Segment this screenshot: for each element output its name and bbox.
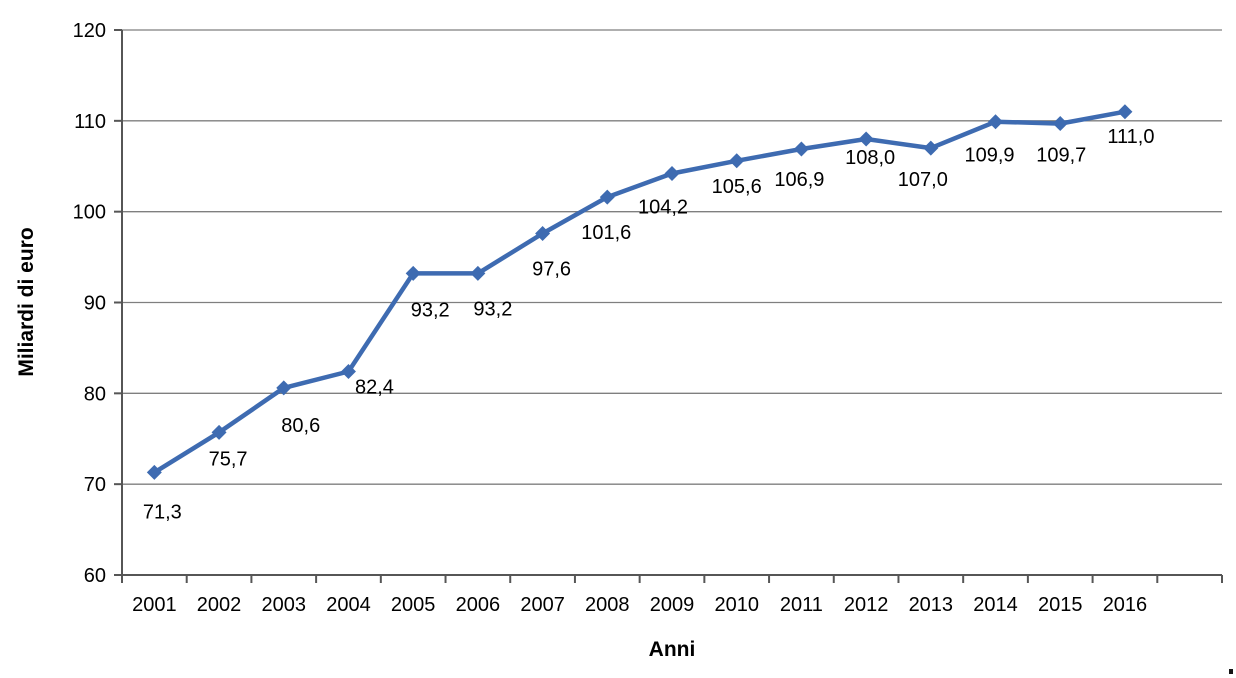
data-series: [146, 104, 1133, 480]
data-label-2009: 104,2: [638, 197, 688, 219]
tick-labels: 60 70 80 90 100 110 120 2001 2002 2003 2004 2005 200…: [73, 20, 1148, 616]
y-tick-label-80: 80: [84, 383, 106, 405]
x-tick-label-2006: 2006: [456, 594, 501, 616]
stray-dot: [1229, 669, 1233, 674]
y-axis-title: Miliardi di euro: [15, 227, 38, 376]
data-label-2012: 108,0: [845, 147, 895, 169]
data-point-marker-2010: [729, 153, 745, 169]
y-tick-label-70: 70: [84, 474, 106, 496]
data-label-2014: 109,9: [964, 145, 1014, 167]
x-tick-label-2009: 2009: [650, 594, 695, 616]
data-point-marker-2003: [276, 380, 292, 396]
data-label-2003: 80,6: [281, 415, 320, 437]
x-tick-label-2012: 2012: [844, 594, 889, 616]
data-label-2013: 107,0: [898, 169, 948, 191]
axes: [114, 29, 1223, 583]
x-tick-label-2013: 2013: [909, 594, 954, 616]
data-point-marker-2013: [923, 140, 939, 156]
data-point-marker-2008: [599, 189, 615, 205]
gridlines: [122, 29, 1222, 485]
y-tick-label-110: 110: [74, 111, 106, 133]
data-label-2016: 111,0: [1107, 126, 1154, 148]
x-tick-label-2002: 2002: [197, 594, 242, 616]
x-tick-label-2001: 2001: [132, 594, 177, 616]
x-tick-label-2010: 2010: [714, 594, 759, 616]
series-line: [152, 109, 1128, 475]
data-point-marker-2007: [535, 225, 551, 241]
x-tick-label-2005: 2005: [391, 594, 436, 616]
x-tick-label-2008: 2008: [585, 594, 630, 616]
data-label-2015: 109,7: [1036, 145, 1086, 167]
x-tick-label-2015: 2015: [1038, 594, 1083, 616]
data-point-marker-2006: [470, 265, 486, 281]
x-axis-title: Anni: [649, 638, 696, 661]
x-tick-label-2011: 2011: [780, 594, 823, 616]
data-point-marker-2001: [146, 464, 162, 480]
x-tick-label-2004: 2004: [326, 594, 371, 616]
x-tick-label-2007: 2007: [520, 594, 565, 616]
y-tick-label-90: 90: [84, 293, 106, 315]
data-label-2011: 106,9: [774, 169, 824, 191]
data-labels: 71,3 75,7 80,6 82,4 93,2 93,2 97,6 101,6 104,2 10…: [143, 126, 1155, 524]
data-point-marker-2012: [858, 131, 874, 147]
data-point-marker-2014: [988, 114, 1004, 130]
data-label-2005: 93,2: [411, 299, 450, 321]
data-label-2008: 101,6: [581, 222, 631, 244]
y-tick-label-60: 60: [84, 565, 106, 587]
data-point-marker-2004: [340, 364, 356, 380]
y-tick-label-120: 120: [73, 20, 106, 42]
data-point-marker-2002: [211, 424, 227, 440]
data-label-2006: 93,2: [473, 298, 512, 320]
data-point-marker-2011: [793, 141, 809, 157]
y-tick-label-100: 100: [73, 202, 106, 224]
data-label-2010: 105,6: [712, 176, 762, 198]
data-label-2007: 97,6: [532, 258, 571, 280]
x-tick-label-2014: 2014: [973, 594, 1018, 616]
data-label-2004: 82,4: [355, 377, 394, 399]
data-label-2002: 75,7: [209, 448, 248, 470]
x-tick-label-2016: 2016: [1103, 594, 1148, 616]
data-point-marker-2009: [664, 166, 680, 182]
data-point-marker-2016: [1117, 104, 1133, 120]
data-point-marker-2005: [405, 265, 421, 281]
x-tick-label-2003: 2003: [262, 594, 307, 616]
data-point-marker-2015: [1052, 116, 1068, 132]
data-label-2001: 71,3: [143, 501, 182, 523]
